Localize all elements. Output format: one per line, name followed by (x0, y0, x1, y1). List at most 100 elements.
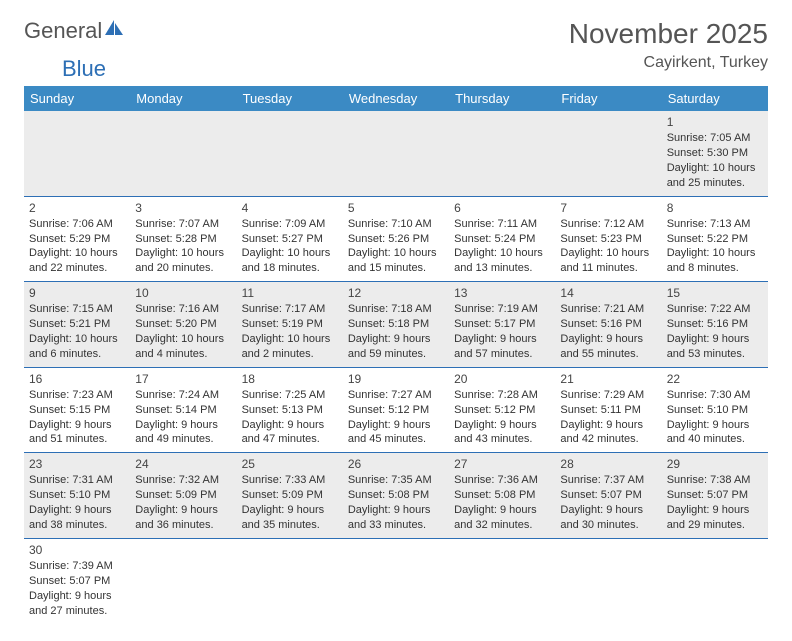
sunset-text: Sunset: 5:12 PM (348, 403, 444, 418)
day-number: 30 (29, 542, 125, 558)
week-row: 23Sunrise: 7:31 AMSunset: 5:10 PMDayligh… (24, 453, 768, 539)
title-block: November 2025 Cayirkent, Turkey (569, 18, 768, 72)
calendar-page: General November 2025 Cayirkent, Turkey … (0, 0, 792, 641)
weekday: Monday (130, 86, 236, 111)
sunset-text: Sunset: 5:09 PM (242, 488, 338, 503)
day-cell: 23Sunrise: 7:31 AMSunset: 5:10 PMDayligh… (24, 453, 130, 539)
logo-text-1: General (24, 18, 102, 44)
sunrise-text: Sunrise: 7:09 AM (242, 217, 338, 232)
day-cell: 2Sunrise: 7:06 AMSunset: 5:29 PMDaylight… (24, 196, 130, 282)
sunrise-text: Sunrise: 7:19 AM (454, 302, 550, 317)
sunset-text: Sunset: 5:07 PM (560, 488, 656, 503)
sunrise-text: Sunrise: 7:05 AM (667, 131, 763, 146)
daylight-text: Daylight: 9 hours and 47 minutes. (242, 418, 338, 448)
sunset-text: Sunset: 5:30 PM (667, 146, 763, 161)
sunrise-text: Sunrise: 7:06 AM (29, 217, 125, 232)
sunrise-text: Sunrise: 7:31 AM (29, 473, 125, 488)
day-number: 27 (454, 456, 550, 472)
day-cell (24, 111, 130, 196)
day-cell (130, 111, 236, 196)
sunrise-text: Sunrise: 7:30 AM (667, 388, 763, 403)
week-row: 30Sunrise: 7:39 AMSunset: 5:07 PMDayligh… (24, 538, 768, 623)
day-number: 29 (667, 456, 763, 472)
day-cell: 26Sunrise: 7:35 AMSunset: 5:08 PMDayligh… (343, 453, 449, 539)
sunrise-text: Sunrise: 7:33 AM (242, 473, 338, 488)
day-number: 20 (454, 371, 550, 387)
day-number: 3 (135, 200, 231, 216)
sunrise-text: Sunrise: 7:16 AM (135, 302, 231, 317)
daylight-text: Daylight: 10 hours and 4 minutes. (135, 332, 231, 362)
sunrise-text: Sunrise: 7:37 AM (560, 473, 656, 488)
sunrise-text: Sunrise: 7:23 AM (29, 388, 125, 403)
daylight-text: Daylight: 10 hours and 13 minutes. (454, 246, 550, 276)
day-cell (449, 538, 555, 623)
sunset-text: Sunset: 5:10 PM (29, 488, 125, 503)
weekday: Sunday (24, 86, 130, 111)
day-cell: 20Sunrise: 7:28 AMSunset: 5:12 PMDayligh… (449, 367, 555, 453)
day-number: 19 (348, 371, 444, 387)
day-cell: 13Sunrise: 7:19 AMSunset: 5:17 PMDayligh… (449, 282, 555, 368)
location: Cayirkent, Turkey (569, 54, 768, 72)
daylight-text: Daylight: 9 hours and 33 minutes. (348, 503, 444, 533)
day-number: 4 (242, 200, 338, 216)
day-cell: 17Sunrise: 7:24 AMSunset: 5:14 PMDayligh… (130, 367, 236, 453)
day-cell: 30Sunrise: 7:39 AMSunset: 5:07 PMDayligh… (24, 538, 130, 623)
sunset-text: Sunset: 5:23 PM (560, 232, 656, 247)
day-cell: 9Sunrise: 7:15 AMSunset: 5:21 PMDaylight… (24, 282, 130, 368)
daylight-text: Daylight: 10 hours and 6 minutes. (29, 332, 125, 362)
day-number: 6 (454, 200, 550, 216)
day-cell: 3Sunrise: 7:07 AMSunset: 5:28 PMDaylight… (130, 196, 236, 282)
day-cell: 7Sunrise: 7:12 AMSunset: 5:23 PMDaylight… (555, 196, 661, 282)
weekday: Friday (555, 86, 661, 111)
sunset-text: Sunset: 5:12 PM (454, 403, 550, 418)
day-cell: 25Sunrise: 7:33 AMSunset: 5:09 PMDayligh… (237, 453, 343, 539)
sunrise-text: Sunrise: 7:36 AM (454, 473, 550, 488)
sunset-text: Sunset: 5:08 PM (454, 488, 550, 503)
sunrise-text: Sunrise: 7:32 AM (135, 473, 231, 488)
sunset-text: Sunset: 5:09 PM (135, 488, 231, 503)
daylight-text: Daylight: 10 hours and 18 minutes. (242, 246, 338, 276)
sunrise-text: Sunrise: 7:38 AM (667, 473, 763, 488)
sunset-text: Sunset: 5:07 PM (29, 574, 125, 589)
day-cell: 11Sunrise: 7:17 AMSunset: 5:19 PMDayligh… (237, 282, 343, 368)
sunset-text: Sunset: 5:14 PM (135, 403, 231, 418)
day-cell (343, 538, 449, 623)
day-number: 9 (29, 285, 125, 301)
day-cell (555, 111, 661, 196)
sunrise-text: Sunrise: 7:18 AM (348, 302, 444, 317)
day-number: 5 (348, 200, 444, 216)
sunrise-text: Sunrise: 7:24 AM (135, 388, 231, 403)
daylight-text: Daylight: 9 hours and 55 minutes. (560, 332, 656, 362)
day-cell: 8Sunrise: 7:13 AMSunset: 5:22 PMDaylight… (662, 196, 768, 282)
sunrise-text: Sunrise: 7:17 AM (242, 302, 338, 317)
day-cell: 4Sunrise: 7:09 AMSunset: 5:27 PMDaylight… (237, 196, 343, 282)
weekday-row: Sunday Monday Tuesday Wednesday Thursday… (24, 86, 768, 111)
sunrise-text: Sunrise: 7:21 AM (560, 302, 656, 317)
day-cell (449, 111, 555, 196)
day-cell (343, 111, 449, 196)
day-cell: 12Sunrise: 7:18 AMSunset: 5:18 PMDayligh… (343, 282, 449, 368)
daylight-text: Daylight: 9 hours and 36 minutes. (135, 503, 231, 533)
day-number: 8 (667, 200, 763, 216)
sunrise-text: Sunrise: 7:13 AM (667, 217, 763, 232)
day-number: 13 (454, 285, 550, 301)
daylight-text: Daylight: 10 hours and 8 minutes. (667, 246, 763, 276)
day-cell: 27Sunrise: 7:36 AMSunset: 5:08 PMDayligh… (449, 453, 555, 539)
day-number: 15 (667, 285, 763, 301)
sunrise-text: Sunrise: 7:11 AM (454, 217, 550, 232)
weekday: Tuesday (237, 86, 343, 111)
calendar-table: Sunday Monday Tuesday Wednesday Thursday… (24, 86, 768, 623)
sunset-text: Sunset: 5:29 PM (29, 232, 125, 247)
sunset-text: Sunset: 5:19 PM (242, 317, 338, 332)
sunset-text: Sunset: 5:22 PM (667, 232, 763, 247)
sunset-text: Sunset: 5:08 PM (348, 488, 444, 503)
day-cell (662, 538, 768, 623)
day-number: 22 (667, 371, 763, 387)
day-cell: 19Sunrise: 7:27 AMSunset: 5:12 PMDayligh… (343, 367, 449, 453)
calendar-body: 1Sunrise: 7:05 AMSunset: 5:30 PMDaylight… (24, 111, 768, 623)
sunset-text: Sunset: 5:11 PM (560, 403, 656, 418)
sunset-text: Sunset: 5:18 PM (348, 317, 444, 332)
month-title: November 2025 (569, 18, 768, 50)
day-number: 18 (242, 371, 338, 387)
week-row: 2Sunrise: 7:06 AMSunset: 5:29 PMDaylight… (24, 196, 768, 282)
